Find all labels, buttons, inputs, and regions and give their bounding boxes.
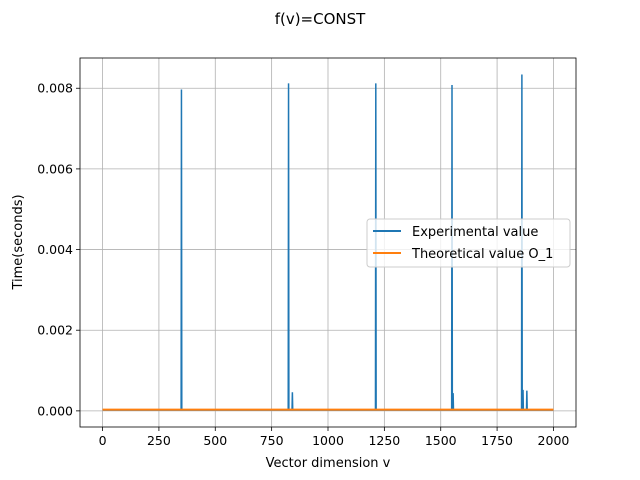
x-tick-label: 500 xyxy=(203,433,227,448)
y-axis-label: Time(seconds) xyxy=(11,194,26,290)
x-tick-label: 1500 xyxy=(425,433,457,448)
y-tick-label: 0.004 xyxy=(37,242,73,257)
grid-layer xyxy=(80,58,576,427)
x-tick-label: 1250 xyxy=(368,433,400,448)
x-tick-label: 1750 xyxy=(481,433,513,448)
legend-box xyxy=(366,218,571,268)
x-tick-label: 250 xyxy=(147,433,171,448)
series-layer xyxy=(102,74,554,411)
x-tick-label: 750 xyxy=(260,433,284,448)
y-tick-label: 0.006 xyxy=(37,161,73,176)
legend: Experimental value Theoretical value O_1 xyxy=(366,218,571,268)
x-tick-label: 2000 xyxy=(538,433,570,448)
y-tick-label: 0.008 xyxy=(37,81,73,96)
x-axis-label: Vector dimension v xyxy=(266,456,391,471)
x-tick-label: 1000 xyxy=(312,433,344,448)
x-tick-label: 0 xyxy=(99,433,107,448)
chart-title: f(v)=CONST xyxy=(275,10,366,28)
legend-label-experimental: Experimental value xyxy=(412,225,538,240)
y-tick-label: 0.000 xyxy=(37,403,73,418)
legend-label-theoretical: Theoretical value O_1 xyxy=(411,247,553,262)
ticks-layer: 0 250 500 750 1000 1250 1500 1750 2000 0.000 0.002… xyxy=(37,81,569,448)
y-tick-label: 0.002 xyxy=(37,323,73,338)
